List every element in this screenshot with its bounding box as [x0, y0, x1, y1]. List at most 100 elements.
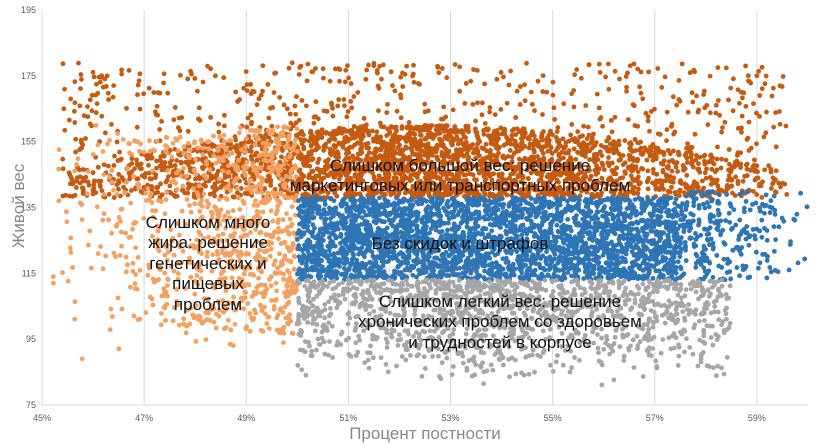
data-point-heavy [722, 119, 728, 125]
data-point-heavy [777, 121, 783, 127]
data-point-heavy [522, 143, 528, 149]
data-point-fat [235, 186, 240, 191]
data-point-heavy [167, 183, 173, 189]
data-point-heavy [179, 115, 185, 120]
data-point-heavy [277, 95, 283, 100]
data-point-heavy [739, 113, 745, 119]
data-point-heavy [114, 182, 120, 188]
data-point-heavy [331, 143, 337, 148]
data-point-heavy [248, 81, 253, 87]
data-point-heavy [753, 176, 759, 181]
data-point-heavy [673, 160, 678, 166]
data-point-fat [228, 138, 234, 143]
data-point-heavy [501, 74, 506, 80]
data-point-fat [187, 203, 192, 208]
data-point-heavy [161, 164, 167, 170]
data-point-heavy [272, 70, 278, 76]
data-point-heavy [764, 109, 769, 115]
data-point-heavy [735, 178, 741, 184]
data-point-heavy [97, 79, 103, 85]
data-point-fat [109, 167, 115, 173]
data-point-heavy [371, 63, 377, 69]
data-point-fat [257, 152, 263, 158]
data-point-heavy [298, 136, 304, 142]
data-point-heavy [164, 177, 170, 183]
data-point-heavy [207, 191, 213, 197]
data-point-heavy [78, 72, 84, 77]
data-point-heavy [504, 192, 510, 198]
data-point-heavy [373, 149, 379, 155]
data-point-heavy [635, 123, 641, 129]
data-point-heavy [664, 138, 669, 144]
data-point-heavy [404, 63, 410, 69]
data-point-heavy [303, 103, 309, 109]
data-point-heavy [320, 66, 326, 72]
data-point-heavy [100, 84, 106, 90]
data-point-fat [294, 149, 300, 154]
data-point-heavy [287, 111, 293, 117]
data-point-heavy [637, 84, 643, 90]
data-point-heavy [251, 89, 257, 95]
data-point-fat [286, 133, 292, 139]
data-point-fat [93, 122, 99, 128]
data-point-heavy [177, 72, 183, 78]
data-point-fat [291, 230, 296, 236]
data-point-heavy [351, 130, 357, 136]
data-point-heavy [538, 144, 543, 150]
data-point-heavy [669, 168, 675, 174]
data-point-heavy [221, 75, 227, 81]
data-point-heavy [397, 136, 402, 142]
data-point-fat [201, 191, 207, 197]
data-point-heavy [182, 190, 188, 196]
data-point-heavy [561, 101, 567, 107]
data-point-heavy [669, 121, 675, 127]
data-point-fat [65, 278, 71, 284]
data-point-heavy [493, 132, 498, 138]
data-point-heavy [95, 164, 101, 170]
data-point-heavy [412, 136, 418, 142]
data-point-fat [95, 142, 101, 148]
data-point-heavy [462, 101, 468, 106]
data-point-fat [191, 186, 197, 191]
data-point-heavy [757, 113, 762, 119]
data-point-heavy [157, 90, 163, 96]
data-point-heavy [134, 157, 139, 163]
data-point-fat [283, 145, 289, 151]
data-point-heavy [315, 116, 321, 122]
data-point-heavy [631, 61, 637, 67]
data-point-fat [254, 189, 260, 195]
data-point-heavy [684, 160, 690, 165]
data-point-heavy [777, 83, 783, 89]
data-point-heavy [219, 148, 225, 154]
data-point-heavy [99, 74, 104, 80]
data-point-heavy [761, 134, 767, 140]
data-point-heavy [238, 185, 244, 191]
data-point-heavy [632, 136, 638, 142]
data-point-fat [264, 193, 270, 199]
data-point-heavy [199, 165, 205, 170]
data-point-heavy [770, 181, 775, 187]
data-point-heavy [725, 177, 731, 183]
data-point-fat [120, 137, 126, 142]
data-point-heavy [278, 154, 284, 160]
data-point-heavy [754, 73, 760, 79]
data-point-heavy [545, 148, 551, 154]
data-point-heavy [702, 152, 708, 158]
data-point-heavy [397, 148, 403, 153]
data-point-heavy [105, 163, 111, 169]
data-point-heavy [650, 166, 656, 172]
data-point-heavy [349, 144, 355, 150]
data-point-heavy [507, 148, 513, 153]
data-point-fat [181, 321, 186, 327]
data-point-fat [277, 327, 283, 333]
data-point-heavy [414, 141, 420, 147]
data-point-heavy [147, 176, 153, 182]
data-point-fat [276, 143, 281, 149]
data-point-heavy [342, 79, 348, 85]
data-point-heavy [411, 79, 417, 85]
data-point-fat [217, 196, 222, 202]
data-point-heavy [530, 130, 536, 136]
data-point-heavy [86, 182, 92, 188]
data-point-fat [125, 165, 130, 171]
